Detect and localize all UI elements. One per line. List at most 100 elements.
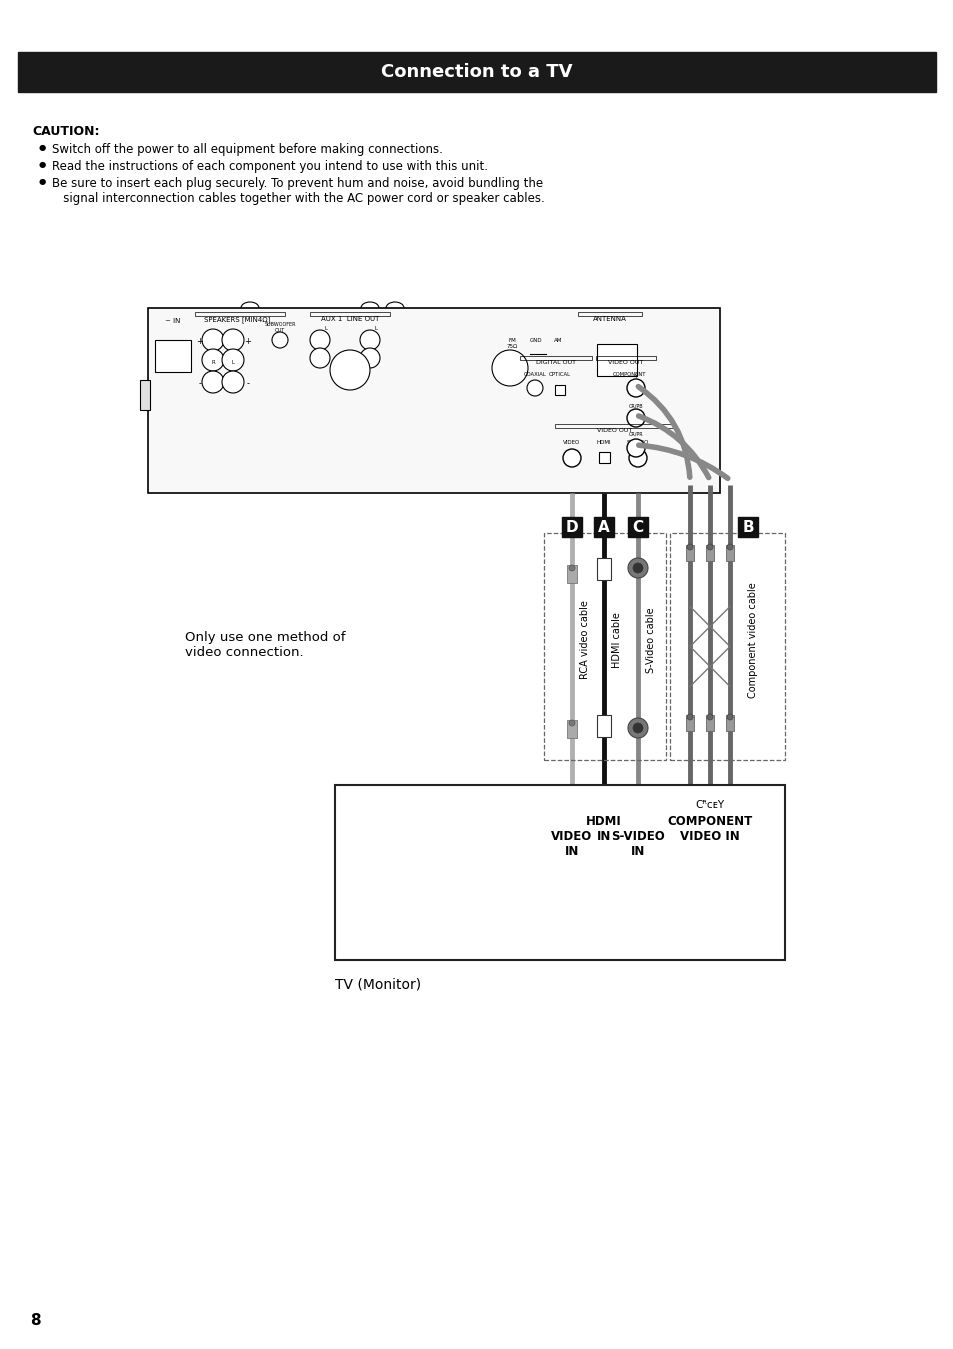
Text: RCA video cable: RCA video cable xyxy=(579,600,589,680)
Circle shape xyxy=(633,723,642,733)
Text: COMPONENT: COMPONENT xyxy=(613,372,646,376)
Text: ●: ● xyxy=(38,143,46,152)
Bar xyxy=(154,340,191,372)
Text: R: R xyxy=(324,352,328,357)
Text: +: + xyxy=(244,337,252,347)
Bar xyxy=(310,312,390,316)
Text: S-Video cable: S-Video cable xyxy=(645,607,656,673)
Text: Connection to a TV: Connection to a TV xyxy=(381,63,572,81)
Circle shape xyxy=(686,544,692,550)
Bar xyxy=(566,565,577,583)
Text: B: B xyxy=(741,519,753,534)
Bar xyxy=(543,533,665,759)
Circle shape xyxy=(627,558,647,577)
Bar xyxy=(705,715,713,731)
Bar xyxy=(18,53,935,92)
Circle shape xyxy=(628,449,646,467)
Text: AM: AM xyxy=(554,339,561,343)
Circle shape xyxy=(526,380,542,397)
Text: VIDEO OUT: VIDEO OUT xyxy=(608,360,643,366)
Circle shape xyxy=(202,349,224,371)
Circle shape xyxy=(626,409,644,428)
Text: VIDEO: VIDEO xyxy=(563,440,580,445)
Text: L: L xyxy=(375,326,377,331)
Text: +: + xyxy=(196,337,203,347)
Text: -: - xyxy=(246,379,250,389)
Circle shape xyxy=(568,720,575,726)
Circle shape xyxy=(222,329,244,351)
Text: VIDEO IN: VIDEO IN xyxy=(679,830,740,843)
Circle shape xyxy=(706,544,712,550)
Bar xyxy=(140,380,150,410)
Text: Read the instructions of each component you intend to use with this unit.: Read the instructions of each component … xyxy=(52,161,488,173)
Bar xyxy=(597,715,610,737)
Text: HDMI: HDMI xyxy=(585,815,621,828)
Text: ●: ● xyxy=(38,161,46,169)
Circle shape xyxy=(202,371,224,393)
Text: A: A xyxy=(598,519,609,534)
Text: L: L xyxy=(324,326,327,331)
Text: IN: IN xyxy=(597,830,611,843)
Circle shape xyxy=(726,544,732,550)
Bar xyxy=(335,785,784,960)
Text: Switch off the power to all equipment before making connections.: Switch off the power to all equipment be… xyxy=(52,143,442,156)
Text: CAUTION:: CAUTION: xyxy=(32,125,99,138)
Text: Component video cable: Component video cable xyxy=(747,583,758,697)
Circle shape xyxy=(492,349,527,386)
Bar xyxy=(725,715,733,731)
Bar xyxy=(669,533,784,759)
Text: S-VIDEO: S-VIDEO xyxy=(626,440,648,445)
Bar xyxy=(566,720,577,738)
Circle shape xyxy=(272,332,288,348)
Bar xyxy=(148,308,720,492)
Circle shape xyxy=(626,379,644,397)
Bar xyxy=(561,517,581,537)
Bar xyxy=(685,715,693,731)
Bar xyxy=(597,344,637,376)
Bar xyxy=(685,545,693,561)
Bar xyxy=(738,517,758,537)
Text: COMPONENT: COMPONENT xyxy=(667,815,752,828)
Bar xyxy=(705,545,713,561)
Text: DIGITAL OUT: DIGITAL OUT xyxy=(536,360,576,366)
Text: ●: ● xyxy=(38,177,46,186)
Text: -: - xyxy=(198,379,201,389)
Bar xyxy=(597,558,610,580)
Text: Only use one method of
video connection.: Only use one method of video connection. xyxy=(185,631,345,660)
Text: Y: Y xyxy=(634,374,637,379)
Circle shape xyxy=(626,438,644,457)
Text: CR/PR: CR/PR xyxy=(628,432,642,437)
Text: R: R xyxy=(211,359,214,364)
Circle shape xyxy=(222,371,244,393)
Bar xyxy=(594,517,614,537)
Text: C: C xyxy=(632,519,643,534)
Text: IN: IN xyxy=(564,844,578,858)
Text: R: R xyxy=(374,352,377,357)
Circle shape xyxy=(568,565,575,571)
Text: IN: IN xyxy=(630,844,644,858)
Text: L: L xyxy=(232,359,234,364)
Bar xyxy=(519,356,592,360)
Text: SPEAKERS [MIN4Ω]: SPEAKERS [MIN4Ω] xyxy=(204,316,270,322)
Text: FM
75Ω: FM 75Ω xyxy=(506,339,517,349)
Text: CᴿᴄᴇY: CᴿᴄᴇY xyxy=(695,800,723,809)
Text: SUBWOOFER
OUT: SUBWOOFER OUT xyxy=(264,322,295,333)
Text: 8: 8 xyxy=(30,1313,41,1327)
Text: OPTICAL: OPTICAL xyxy=(548,372,571,376)
Circle shape xyxy=(359,331,379,349)
Text: VIDEO OUT: VIDEO OUT xyxy=(597,428,632,433)
Bar xyxy=(555,384,564,395)
Bar xyxy=(596,356,656,360)
Text: AUX 1  LINE OUT: AUX 1 LINE OUT xyxy=(320,316,378,322)
Bar xyxy=(578,312,641,316)
Circle shape xyxy=(310,331,330,349)
Text: VIDEO: VIDEO xyxy=(551,830,592,843)
Circle shape xyxy=(686,714,692,720)
Bar xyxy=(555,424,675,428)
Text: HDMI cable: HDMI cable xyxy=(612,612,621,668)
Circle shape xyxy=(562,449,580,467)
Circle shape xyxy=(706,714,712,720)
Circle shape xyxy=(726,714,732,720)
Circle shape xyxy=(627,718,647,738)
Text: HDMI: HDMI xyxy=(596,440,611,445)
